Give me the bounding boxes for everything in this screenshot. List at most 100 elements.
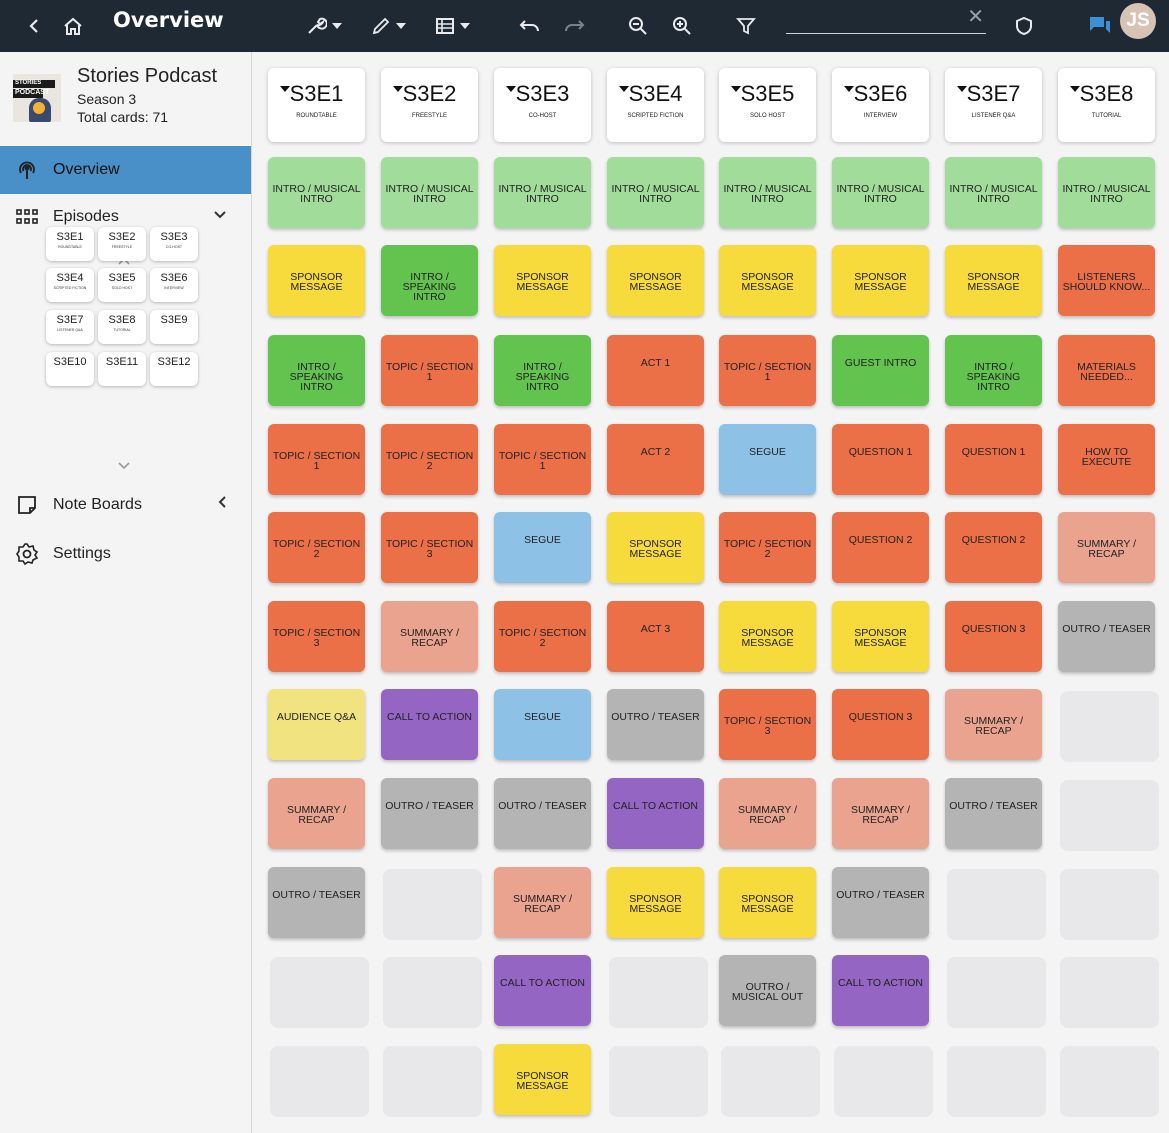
segment-card[interactable]: CALL TO ACTION bbox=[832, 955, 929, 1026]
empty-slot[interactable] bbox=[383, 869, 482, 940]
segment-card[interactable]: INTRO / MUSICAL INTRO bbox=[1058, 157, 1155, 228]
segment-card[interactable]: OUTRO / TEASER bbox=[832, 867, 929, 938]
segment-card[interactable]: MATERIALS NEEDED... bbox=[1058, 335, 1155, 406]
segment-card[interactable]: TOPIC / SECTION 1 bbox=[719, 335, 816, 406]
mini-episode-card[interactable]: S3E11 bbox=[98, 352, 146, 386]
segment-card[interactable]: INTRO / SPEAKING INTRO bbox=[494, 335, 591, 406]
segment-card[interactable]: SUMMARY / RECAP bbox=[268, 778, 365, 849]
mini-episode-card[interactable]: S3E2 FREESTYLE bbox=[98, 227, 146, 261]
mini-episode-card[interactable]: S3E10 bbox=[46, 352, 94, 386]
segment-card[interactable]: GUEST INTRO bbox=[832, 335, 929, 406]
empty-slot[interactable] bbox=[1060, 1046, 1159, 1117]
segment-card[interactable]: QUESTION 3 bbox=[945, 601, 1042, 672]
segment-card[interactable]: QUESTION 1 bbox=[832, 424, 929, 495]
segment-card[interactable]: INTRO / MUSICAL INTRO bbox=[832, 157, 929, 228]
mini-episode-card[interactable]: S3E5 SOLO HOST bbox=[98, 268, 146, 302]
search-input[interactable] bbox=[786, 6, 966, 32]
segment-card[interactable]: SUMMARY / RECAP bbox=[945, 689, 1042, 760]
segment-card[interactable]: OUTRO / TEASER bbox=[494, 778, 591, 849]
caret-down-icon[interactable] bbox=[393, 86, 403, 92]
shield-icon[interactable] bbox=[1010, 0, 1038, 52]
caret-down-icon[interactable] bbox=[731, 86, 741, 92]
redo-icon[interactable] bbox=[560, 0, 588, 52]
segment-card[interactable]: SUMMARY / RECAP bbox=[832, 778, 929, 849]
chat-icon[interactable] bbox=[1086, 0, 1114, 52]
episode-header-card[interactable]: S3E8 TUTORIAL bbox=[1058, 68, 1155, 142]
segment-card[interactable]: TOPIC / SECTION 3 bbox=[268, 601, 365, 672]
segment-card[interactable]: TOPIC / SECTION 1 bbox=[381, 335, 478, 406]
caret-down-icon[interactable] bbox=[1070, 86, 1080, 92]
empty-slot[interactable] bbox=[1060, 780, 1159, 851]
segment-card[interactable]: TOPIC / SECTION 2 bbox=[494, 601, 591, 672]
avatar[interactable]: JS bbox=[1120, 3, 1156, 39]
segment-card[interactable]: CALL TO ACTION bbox=[607, 778, 704, 849]
segment-card[interactable]: SEGUE bbox=[494, 689, 591, 760]
segment-card[interactable]: SPONSOR MESSAGE bbox=[268, 245, 365, 316]
segment-card[interactable]: TOPIC / SECTION 2 bbox=[381, 424, 478, 495]
close-icon[interactable]: ✕ bbox=[967, 6, 984, 28]
segment-card[interactable]: ACT 3 bbox=[607, 601, 704, 672]
segment-card[interactable]: SPONSOR MESSAGE bbox=[945, 245, 1042, 316]
segment-card[interactable]: TOPIC / SECTION 2 bbox=[719, 512, 816, 583]
empty-slot[interactable] bbox=[947, 957, 1046, 1028]
segment-card[interactable]: SPONSOR MESSAGE bbox=[832, 601, 929, 672]
empty-slot[interactable] bbox=[270, 1046, 369, 1117]
segment-card[interactable]: QUESTION 2 bbox=[945, 512, 1042, 583]
segment-card[interactable]: SPONSOR MESSAGE bbox=[607, 867, 704, 938]
zoom-in-icon[interactable] bbox=[668, 0, 696, 52]
mini-episode-card[interactable]: S3E8 TUTORIAL bbox=[98, 310, 146, 344]
segment-card[interactable]: OUTRO / TEASER bbox=[268, 867, 365, 938]
tools-menu-button[interactable] bbox=[300, 0, 346, 52]
mini-episode-card[interactable]: S3E9 bbox=[150, 310, 198, 344]
segment-card[interactable]: TOPIC / SECTION 3 bbox=[381, 512, 478, 583]
segment-card[interactable]: SEGUE bbox=[719, 424, 816, 495]
segment-card[interactable]: HOW TO EXECUTE bbox=[1058, 424, 1155, 495]
segment-card[interactable]: TOPIC / SECTION 2 bbox=[268, 512, 365, 583]
segment-card[interactable]: OUTRO / TEASER bbox=[381, 778, 478, 849]
empty-slot[interactable] bbox=[270, 957, 369, 1028]
segment-card[interactable]: INTRO / MUSICAL INTRO bbox=[719, 157, 816, 228]
segment-card[interactable]: QUESTION 3 bbox=[832, 689, 929, 760]
segment-card[interactable]: TOPIC / SECTION 1 bbox=[494, 424, 591, 495]
nav-settings[interactable]: Settings bbox=[0, 530, 251, 578]
home-icon[interactable] bbox=[58, 0, 88, 52]
segment-card[interactable]: QUESTION 2 bbox=[832, 512, 929, 583]
back-icon[interactable] bbox=[20, 0, 48, 52]
episode-header-card[interactable]: S3E3 CO-HOST bbox=[494, 68, 591, 142]
segment-card[interactable]: INTRO / MUSICAL INTRO bbox=[268, 157, 365, 228]
empty-slot[interactable] bbox=[1060, 957, 1159, 1028]
empty-slot[interactable] bbox=[947, 1046, 1046, 1117]
edit-menu-button[interactable] bbox=[366, 0, 410, 52]
segment-card[interactable]: SUMMARY / RECAP bbox=[381, 601, 478, 672]
caret-down-icon[interactable] bbox=[506, 86, 516, 92]
segment-card[interactable]: INTRO / SPEAKING INTRO bbox=[381, 245, 478, 316]
segment-card[interactable]: LISTENERS SHOULD KNOW... bbox=[1058, 245, 1155, 316]
segment-card[interactable]: OUTRO / MUSICAL OUT bbox=[719, 955, 816, 1026]
segment-card[interactable]: INTRO / MUSICAL INTRO bbox=[607, 157, 704, 228]
segment-card[interactable]: SPONSOR MESSAGE bbox=[607, 245, 704, 316]
episode-header-card[interactable]: S3E5 SOLO HOST bbox=[719, 68, 816, 142]
caret-down-icon[interactable] bbox=[619, 86, 629, 92]
mini-episode-card[interactable]: S3E7 LISTENER Q&A bbox=[46, 310, 94, 344]
mini-episode-card[interactable]: S3E3 CO-HOST bbox=[150, 227, 198, 261]
segment-card[interactable]: INTRO / MUSICAL INTRO bbox=[494, 157, 591, 228]
episode-header-card[interactable]: S3E7 LISTENER Q&A bbox=[945, 68, 1042, 142]
episode-header-card[interactable]: S3E2 FREESTYLE bbox=[381, 68, 478, 142]
caret-down-icon[interactable] bbox=[957, 86, 967, 92]
empty-slot[interactable] bbox=[721, 1046, 820, 1117]
episode-header-card[interactable]: S3E1 ROUNDTABLE bbox=[268, 68, 365, 142]
empty-slot[interactable] bbox=[834, 1046, 933, 1117]
segment-card[interactable]: AUDIENCE Q&A bbox=[268, 689, 365, 760]
caret-down-icon[interactable] bbox=[280, 86, 290, 92]
empty-slot[interactable] bbox=[383, 957, 482, 1028]
mini-episode-card[interactable]: S3E6 INTERVIEW bbox=[150, 268, 198, 302]
segment-card[interactable]: INTRO / MUSICAL INTRO bbox=[381, 157, 478, 228]
segment-card[interactable]: SPONSOR MESSAGE bbox=[719, 867, 816, 938]
segment-card[interactable]: CALL TO ACTION bbox=[494, 955, 591, 1026]
empty-slot[interactable] bbox=[609, 957, 708, 1028]
empty-slot[interactable] bbox=[1060, 691, 1159, 762]
view-menu-button[interactable] bbox=[430, 0, 474, 52]
segment-card[interactable]: OUTRO / TEASER bbox=[607, 689, 704, 760]
episode-header-card[interactable]: S3E4 SCRIPTED FICTION bbox=[607, 68, 704, 142]
segment-card[interactable]: INTRO / MUSICAL INTRO bbox=[945, 157, 1042, 228]
